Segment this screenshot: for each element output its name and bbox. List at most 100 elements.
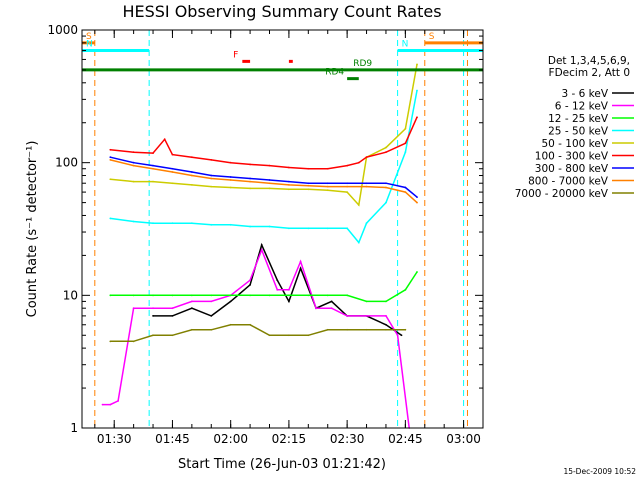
data-point — [109, 340, 112, 343]
legend-label: 100 - 300 keV — [535, 151, 609, 163]
data-point — [109, 178, 112, 181]
data-point — [152, 334, 154, 337]
data-point — [404, 328, 407, 331]
footer-date: 15-Dec-2009 10:52 — [563, 467, 636, 476]
data-point — [190, 307, 193, 310]
data-point — [268, 294, 271, 297]
data-point — [152, 314, 154, 317]
data-point — [171, 222, 174, 225]
data-point — [276, 288, 279, 291]
data-point — [210, 294, 213, 297]
flag-label: RD9 — [353, 59, 372, 69]
data-point — [416, 271, 418, 273]
flag-label: N — [86, 40, 93, 50]
data-point — [171, 153, 174, 156]
data-point — [288, 334, 290, 337]
data-point — [346, 294, 349, 297]
y-axis-label: Count Rate (s⁻¹ detector⁻¹) — [25, 141, 40, 318]
data-point — [229, 323, 232, 326]
data-point — [171, 294, 174, 297]
series-line — [110, 324, 406, 343]
data-point — [288, 180, 290, 183]
data-point — [101, 403, 104, 406]
y-tick-label: 10 — [63, 288, 78, 302]
y-tick-label: 1000 — [47, 23, 78, 37]
data-point — [210, 158, 213, 161]
data-point — [276, 279, 279, 282]
flag-label: S — [86, 32, 92, 42]
data-point — [268, 179, 271, 181]
legend-label: 3 - 6 keV — [561, 88, 608, 100]
data-point — [288, 227, 290, 230]
data-point — [307, 182, 310, 185]
data-point — [288, 300, 290, 303]
data-point — [346, 328, 349, 331]
data-point — [109, 217, 112, 220]
data-point — [307, 227, 310, 230]
data-point — [132, 307, 135, 310]
data-point — [190, 174, 193, 177]
data-point — [132, 220, 135, 223]
data-point — [152, 167, 154, 170]
data-point — [190, 300, 193, 303]
data-point — [132, 164, 135, 167]
data-point — [190, 294, 193, 297]
x-axis-label: Start Time (26-Jun-03 01:21:42) — [178, 457, 386, 472]
data-point — [210, 185, 213, 188]
plot-frame — [81, 29, 484, 429]
data-point — [365, 300, 368, 303]
data-point — [229, 223, 232, 226]
data-point — [249, 279, 251, 282]
data-point — [365, 328, 368, 331]
data-point — [365, 314, 368, 317]
data-point — [288, 166, 290, 169]
data-point — [385, 328, 387, 331]
data-point — [326, 294, 329, 297]
data-point — [346, 185, 349, 188]
data-point — [171, 171, 174, 173]
legend-header: FDecim 2, Att 0 — [549, 67, 630, 79]
series-line — [110, 90, 418, 244]
data-point — [326, 182, 329, 185]
data-point — [163, 138, 166, 141]
data-point — [385, 314, 387, 317]
data-point — [346, 314, 349, 317]
data-point — [109, 148, 112, 151]
chart-title: HESSI Observing Summary Count Rates — [122, 2, 441, 21]
data-point — [404, 288, 407, 291]
data-point — [416, 89, 418, 92]
data-point — [249, 187, 251, 190]
data-point — [229, 186, 232, 189]
data-point — [330, 307, 333, 310]
data-point — [152, 222, 154, 225]
data-point — [404, 127, 407, 130]
data-point — [326, 167, 329, 170]
data-point — [190, 222, 193, 225]
data-point — [171, 334, 174, 337]
data-point — [326, 189, 329, 192]
data-point — [315, 307, 317, 310]
data-point — [268, 187, 271, 190]
data-point — [299, 260, 302, 263]
flag-label: F — [233, 50, 238, 60]
data-point — [249, 294, 251, 297]
legend-header: Det 1,3,4,5,6,9, — [548, 55, 630, 67]
data-point — [132, 161, 135, 164]
data-point — [152, 152, 154, 155]
data-point — [132, 340, 135, 343]
data-point — [229, 176, 232, 178]
data-point — [404, 191, 407, 193]
data-point — [109, 294, 112, 297]
data-point — [152, 307, 154, 310]
legend-label: 50 - 100 keV — [541, 138, 608, 150]
data-point — [404, 151, 407, 154]
data-point — [385, 146, 387, 149]
x-tick-label: 02:15 — [272, 432, 307, 446]
data-point — [400, 334, 403, 337]
data-point — [132, 294, 135, 297]
data-point — [385, 201, 387, 204]
data-point — [171, 314, 174, 317]
legend-label: 300 - 800 keV — [535, 163, 609, 175]
data-point — [307, 184, 310, 187]
data-point — [152, 164, 154, 167]
